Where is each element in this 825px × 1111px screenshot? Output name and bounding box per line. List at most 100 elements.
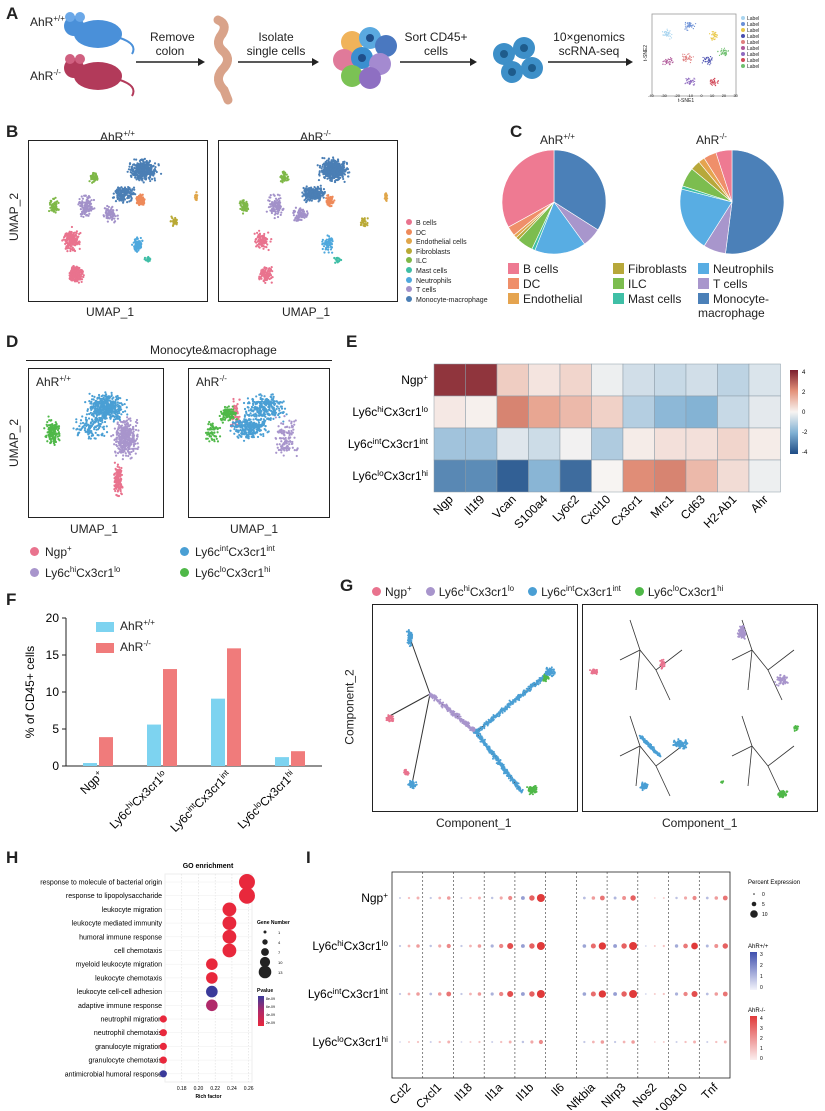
cell-point: [271, 202, 275, 205]
cell-point: [81, 272, 84, 275]
cell-point: [127, 446, 130, 449]
tsne-legend-item: Label: [741, 46, 759, 52]
cell-point: [137, 446, 140, 449]
cell-point: [120, 433, 123, 436]
cell-point: [116, 465, 119, 468]
cell-point: [318, 164, 322, 167]
cell-point: [258, 414, 261, 417]
cell-point: [263, 275, 266, 278]
cell-point: [665, 33, 668, 35]
cell-point: [327, 251, 330, 254]
cell-point: [81, 421, 85, 425]
cell-point: [279, 411, 282, 415]
cell-point: [128, 447, 131, 451]
cell-point: [113, 403, 117, 407]
cell-point: [330, 204, 333, 208]
cell-point: [669, 57, 672, 59]
cell-point: [253, 408, 256, 411]
cell-point: [134, 452, 137, 455]
cell-point: [326, 177, 329, 180]
cell-point: [251, 402, 255, 405]
cell-point: [78, 232, 81, 236]
cell-point: [69, 239, 72, 242]
cell-point: [342, 177, 345, 181]
cell-point: [102, 428, 106, 431]
cell-point: [323, 171, 327, 174]
cell-point: [264, 268, 267, 272]
cell-point: [132, 439, 135, 442]
cell-point: [241, 207, 244, 210]
cell-point: [684, 21, 687, 24]
cell-point: [105, 430, 109, 434]
cell-point: [101, 421, 104, 424]
cell-point: [93, 395, 96, 398]
cell-point: [331, 156, 335, 159]
cell-point: [324, 175, 327, 178]
cell-point: [330, 177, 333, 180]
cell-point: [259, 235, 262, 238]
cell-point: [260, 277, 263, 280]
cell-point: [78, 424, 81, 428]
cell-point: [265, 278, 268, 282]
cell-point: [129, 423, 132, 427]
cell-point: [269, 203, 272, 206]
cell-point: [138, 198, 141, 201]
cell-point: [718, 54, 721, 57]
cell-point: [664, 34, 666, 36]
cell-point: [53, 443, 56, 446]
umap-b-legend-item: Monocyte-macrophage: [406, 295, 488, 306]
cell-point: [148, 170, 151, 173]
cell-point: [302, 186, 305, 190]
cell-point: [76, 427, 79, 430]
cell-point: [105, 425, 108, 428]
cell-point: [707, 61, 710, 64]
cell-point: [104, 405, 108, 409]
pie-legend-item: Fibroblasts: [613, 262, 698, 276]
cell-point: [261, 414, 264, 418]
cell-point: [689, 79, 692, 82]
cell-point: [115, 438, 118, 441]
cell-point: [340, 169, 343, 172]
cell-point: [135, 163, 138, 167]
cell-point: [279, 180, 283, 183]
panel-a-letter: A: [6, 4, 19, 23]
cell-point: [122, 436, 125, 439]
cell-point: [318, 199, 321, 202]
cell-point: [692, 81, 695, 83]
cell-point: [57, 427, 60, 430]
tsne-legend-item: Label: [741, 16, 759, 22]
cell-point: [686, 80, 688, 82]
cell-point: [89, 411, 92, 414]
cell-point: [689, 80, 691, 83]
cell-point: [704, 57, 706, 59]
panel-b-letter: B: [6, 122, 19, 141]
cell-point: [362, 224, 366, 227]
cell-point: [91, 177, 94, 181]
cell-point: [136, 447, 139, 451]
cell-point: [79, 428, 82, 431]
cell-point: [270, 396, 273, 399]
cell-point: [684, 23, 686, 25]
cell-point: [721, 48, 723, 50]
cell-point: [114, 215, 117, 218]
cell-point: [93, 401, 96, 404]
cell-point: [720, 53, 723, 55]
cell-point: [49, 203, 52, 206]
cell-point: [256, 244, 259, 247]
cell-point: [77, 281, 80, 284]
cell-point: [333, 199, 336, 202]
cell-point: [272, 406, 275, 409]
cell-point: [313, 197, 316, 200]
cell-point: [122, 454, 125, 457]
cell-point: [277, 208, 280, 211]
cell-point: [239, 207, 242, 210]
cell-point: [326, 194, 329, 197]
cell-point: [117, 417, 120, 420]
cell-point: [112, 434, 115, 437]
cell-point: [116, 217, 120, 220]
cell-point: [196, 194, 199, 197]
cell-point: [151, 173, 154, 176]
cell-point: [124, 452, 127, 455]
cell-point: [139, 193, 142, 196]
cell-point: [70, 275, 73, 278]
